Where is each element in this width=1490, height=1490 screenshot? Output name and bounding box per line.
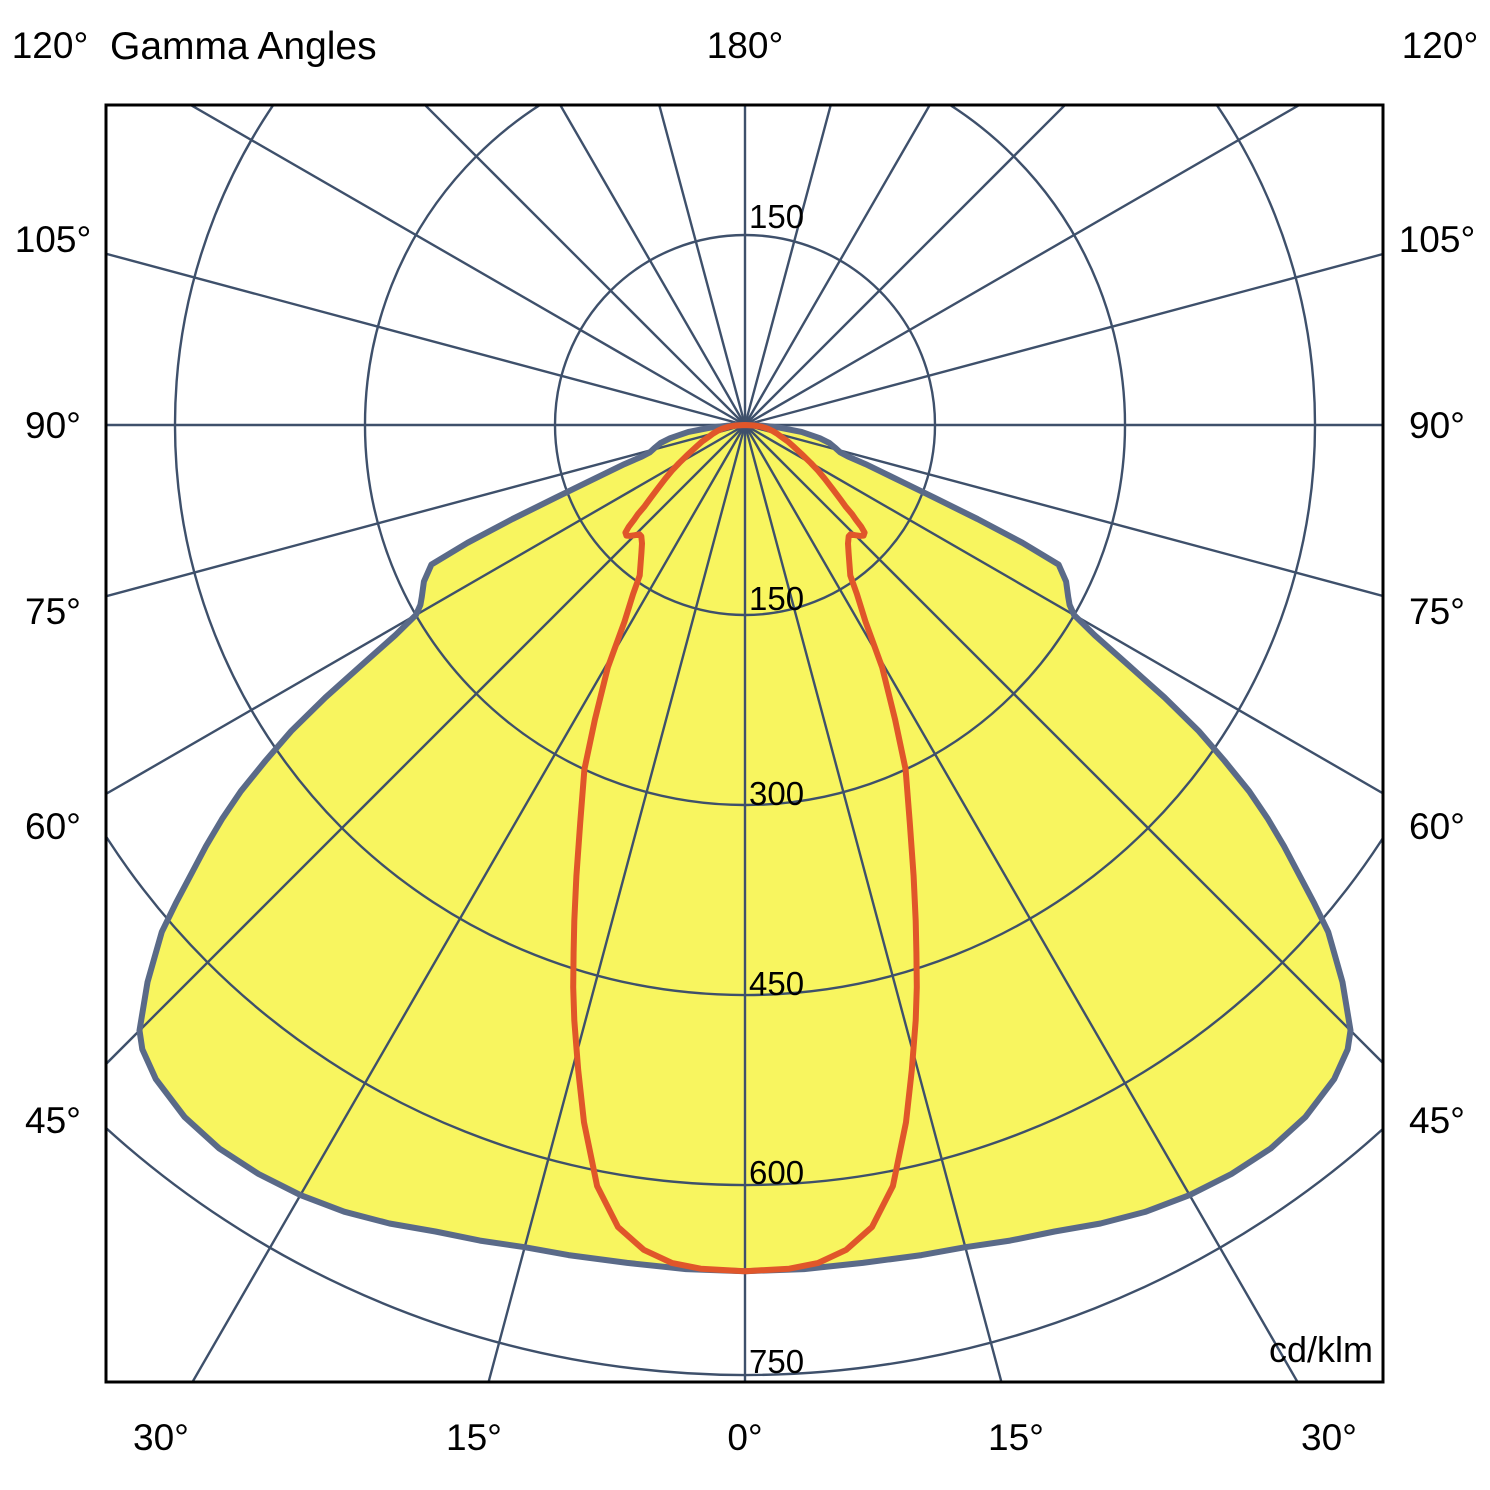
ring-value-label: 450 xyxy=(749,965,804,1002)
gamma-ray xyxy=(743,105,832,426)
gamma-ray xyxy=(106,423,746,598)
gamma-angle-label: 75° xyxy=(1409,591,1465,632)
plot-border xyxy=(104,103,1385,1384)
gamma-ray xyxy=(744,424,1383,1065)
gamma-angle-label: 60° xyxy=(25,806,81,847)
gamma-angle-label: 90° xyxy=(1409,405,1465,446)
gamma-ray xyxy=(658,105,747,426)
gamma-angle-label: 105° xyxy=(15,219,92,260)
gamma-angle-label: 45° xyxy=(25,1100,81,1141)
gamma-ray xyxy=(744,105,1302,427)
gamma-ray xyxy=(106,424,746,1066)
chart-title: Gamma Angles xyxy=(110,25,377,68)
gamma-angle-label: 45° xyxy=(1409,1100,1465,1141)
gamma-ray xyxy=(106,252,746,427)
gamma-ray xyxy=(743,105,932,426)
gamma-ray xyxy=(744,423,1383,598)
gamma-angle-label: 105° xyxy=(1399,219,1476,260)
gamma-angle-label: 15° xyxy=(446,1417,502,1458)
gamma-ray xyxy=(487,424,747,1382)
gamma-ray xyxy=(188,105,746,427)
ring-value-label: 750 xyxy=(749,1343,804,1380)
gamma-ray xyxy=(744,252,1383,427)
gamma-angle-label: 0° xyxy=(727,1417,762,1458)
gamma-angle-label: 30° xyxy=(133,1417,189,1458)
gamma-angle-label: 30° xyxy=(1301,1417,1357,1458)
gamma-ray xyxy=(423,105,746,426)
gamma-angle-label: 120° xyxy=(12,25,89,66)
gamma-ray xyxy=(744,105,1067,426)
gamma-angle-label: 90° xyxy=(25,405,81,446)
unit-label: cd/klm xyxy=(1269,1329,1373,1370)
gamma-ray xyxy=(744,423,1383,795)
gamma-angle-label: 75° xyxy=(25,591,81,632)
ring-value-label: 300 xyxy=(749,775,804,812)
gamma-ray xyxy=(743,424,1003,1382)
gamma-angle-label: 60° xyxy=(1409,806,1465,847)
red-distribution-curve xyxy=(570,422,920,1275)
ring-value-label: 150 xyxy=(749,198,804,235)
gamma-angle-label: 180° xyxy=(707,25,784,66)
ring-value-label: 150 xyxy=(749,580,804,617)
gamma-angle-label: 15° xyxy=(988,1417,1044,1458)
gamma-ray xyxy=(558,105,747,426)
gamma-angle-label: 120° xyxy=(1402,25,1479,66)
ring-value-label: 600 xyxy=(749,1154,804,1191)
gamma-ray xyxy=(106,423,746,796)
